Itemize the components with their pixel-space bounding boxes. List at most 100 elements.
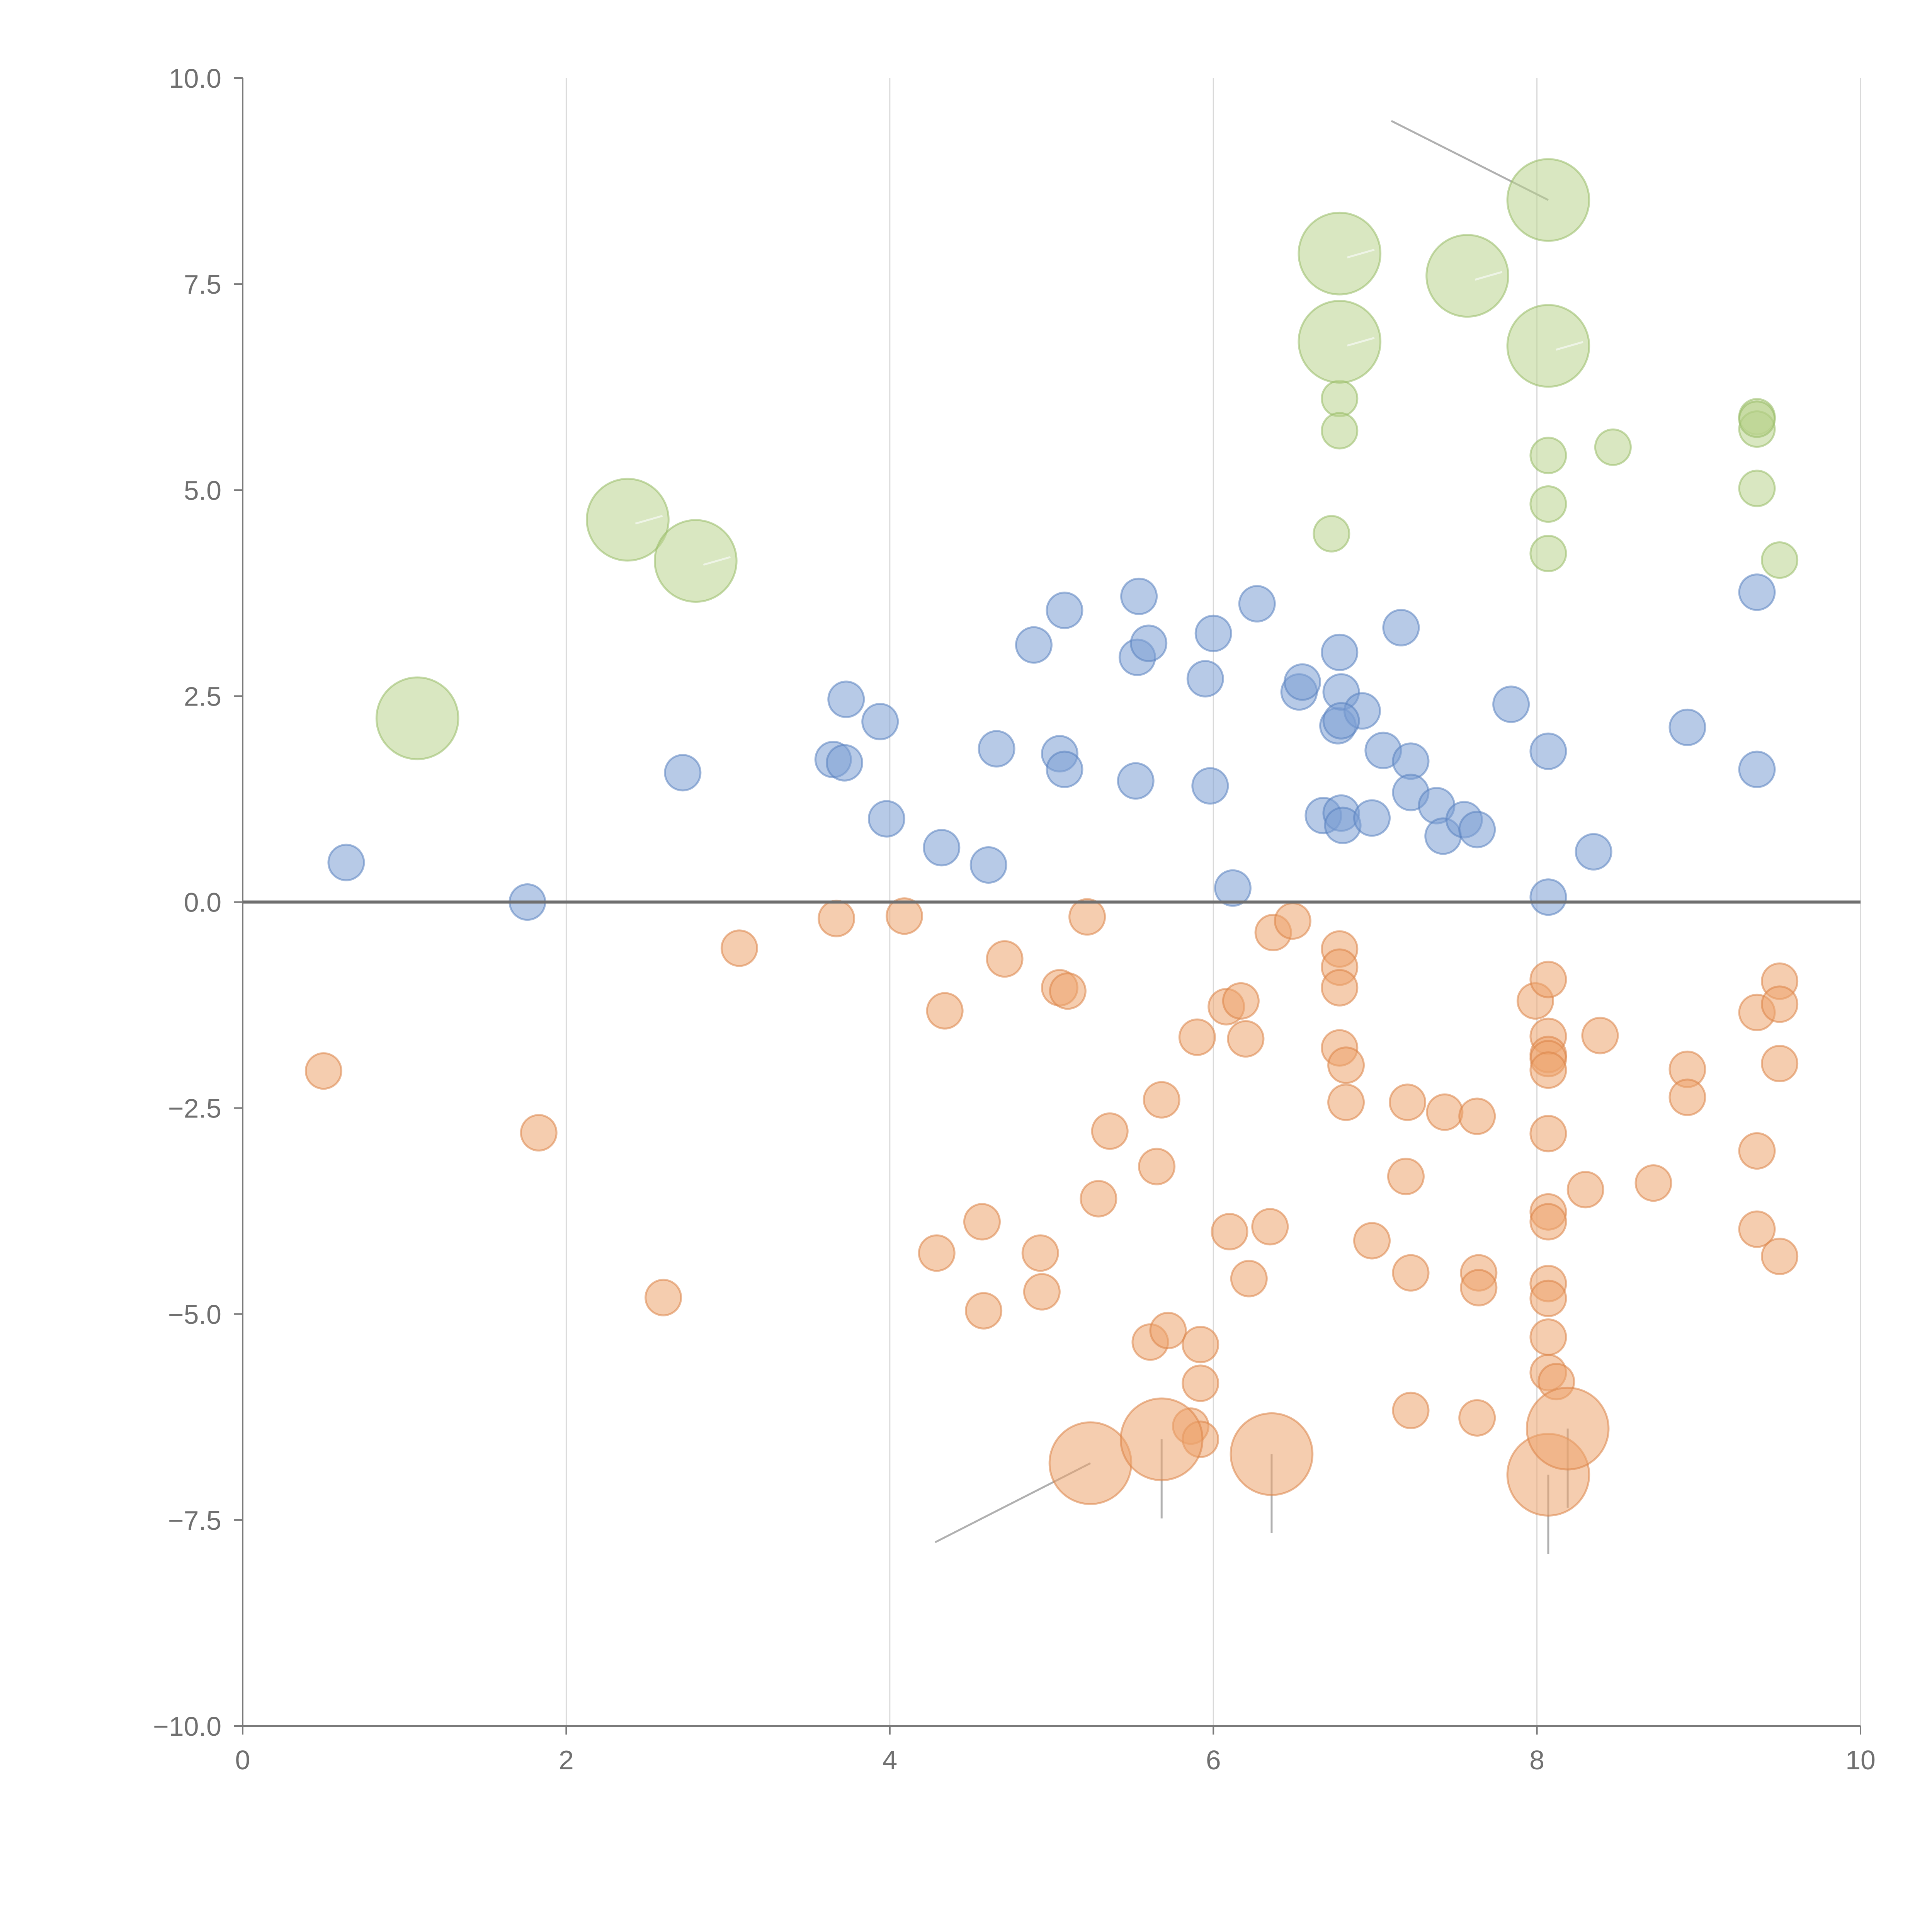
data-point-blue [1668, 708, 1706, 746]
data-point-orange [818, 900, 855, 937]
data-point-orange [1138, 1148, 1176, 1185]
data-point-orange [1230, 1260, 1268, 1298]
data-point-orange [1529, 1203, 1567, 1241]
data-point-orange [1048, 1421, 1133, 1505]
bubble-label-line [1556, 341, 1583, 351]
bubble-label-line [1475, 271, 1503, 281]
data-point-orange [1529, 1318, 1567, 1356]
data-point-orange [1068, 898, 1106, 936]
data-point-blue [664, 754, 702, 792]
data-point-orange [304, 1052, 342, 1090]
data-point-green [1321, 380, 1359, 418]
data-point-orange [1182, 1326, 1219, 1364]
data-point-orange [1668, 1078, 1706, 1116]
data-point-orange [965, 1292, 1003, 1330]
data-point-orange [1529, 961, 1567, 998]
data-point-green [1506, 304, 1590, 388]
data-point-green [1506, 158, 1590, 242]
bubble-label-line [703, 556, 731, 566]
data-point-orange [1387, 1158, 1425, 1196]
y-tick-label: −5.0 [168, 1299, 221, 1330]
data-point-green [1425, 234, 1509, 318]
data-point-orange [645, 1279, 682, 1316]
data-point-blue [1738, 750, 1776, 788]
data-point-blue [827, 680, 865, 718]
data-point-orange [1581, 1017, 1619, 1054]
data-point-orange [1222, 982, 1260, 1020]
data-point-orange [1458, 1097, 1496, 1135]
data-point-orange [1149, 1311, 1187, 1349]
data-point-orange [918, 1234, 956, 1272]
point-layer [304, 158, 1799, 1517]
data-point-orange [1634, 1164, 1672, 1202]
data-point-green [586, 478, 670, 562]
y-tick-label: 5.0 [184, 475, 221, 505]
data-point-orange [1529, 1051, 1567, 1089]
data-point-orange [1761, 1237, 1799, 1275]
data-point-green [1529, 437, 1567, 474]
data-point-orange [1143, 1081, 1180, 1119]
data-point-blue [1117, 762, 1155, 800]
x-tick-label: 0 [235, 1745, 250, 1775]
data-point-blue [1492, 685, 1530, 723]
data-point-orange [1738, 1132, 1776, 1170]
data-point-blue [1191, 767, 1229, 805]
data-point-blue [1015, 626, 1053, 664]
data-point-green [1594, 428, 1632, 466]
data-point-green [1298, 300, 1382, 384]
data-point-blue [867, 800, 905, 838]
data-point-orange [963, 1203, 1001, 1241]
data-point-orange [1529, 1115, 1567, 1153]
data-point-blue [1120, 577, 1158, 615]
data-point-blue [1392, 742, 1430, 780]
x-tick-label: 4 [882, 1745, 897, 1775]
x-tick-label: 6 [1206, 1745, 1221, 1775]
data-point-orange [1251, 1208, 1289, 1246]
data-point-orange [1566, 1171, 1604, 1209]
data-point-blue [978, 730, 1015, 768]
data-point-orange [1458, 1399, 1496, 1437]
data-point-blue [1322, 702, 1360, 740]
bubble-label-line [635, 515, 663, 525]
data-point-orange [1227, 1020, 1265, 1058]
data-point-orange [885, 897, 923, 935]
data-point-orange [1327, 1046, 1365, 1084]
data-point-blue [1738, 573, 1776, 611]
data-point-blue [1046, 750, 1083, 788]
data-point-green [375, 676, 459, 760]
data-point-orange [1119, 1397, 1204, 1481]
data-point-orange [1389, 1083, 1427, 1121]
data-point-orange [1526, 1386, 1610, 1471]
data-point-green [1321, 412, 1359, 450]
data-point-blue [861, 702, 899, 740]
data-point-green [1298, 211, 1382, 296]
data-point-green [1761, 541, 1799, 579]
data-point-blue [1321, 633, 1359, 671]
data-point-orange [1392, 1254, 1430, 1292]
data-point-green [654, 519, 738, 603]
data-point-orange [1761, 1044, 1799, 1082]
data-point-orange [1182, 1364, 1219, 1402]
data-point-orange [1178, 1018, 1216, 1056]
data-point-orange [520, 1114, 558, 1152]
data-point-blue [1214, 869, 1252, 907]
data-point-orange [1738, 1210, 1776, 1248]
data-point-orange [986, 940, 1024, 978]
data-point-blue [969, 846, 1007, 884]
data-point-orange [1274, 902, 1311, 940]
y-tick-label: −2.5 [168, 1094, 221, 1124]
y-tick-label: 10.0 [169, 63, 221, 94]
data-point-green [1529, 485, 1567, 523]
data-point-orange [1023, 1273, 1061, 1311]
y-tick-label: 0.0 [184, 888, 221, 918]
data-point-blue [826, 744, 864, 782]
data-point-blue [1529, 732, 1567, 770]
data-point-orange [1211, 1213, 1248, 1250]
data-point-orange [1392, 1391, 1430, 1429]
data-point-blue [327, 844, 365, 881]
y-tick-label: −10.0 [153, 1711, 221, 1742]
y-tick-label: 2.5 [184, 681, 221, 711]
x-tick-label: 10 [1845, 1745, 1876, 1775]
data-point-orange [1460, 1269, 1498, 1307]
